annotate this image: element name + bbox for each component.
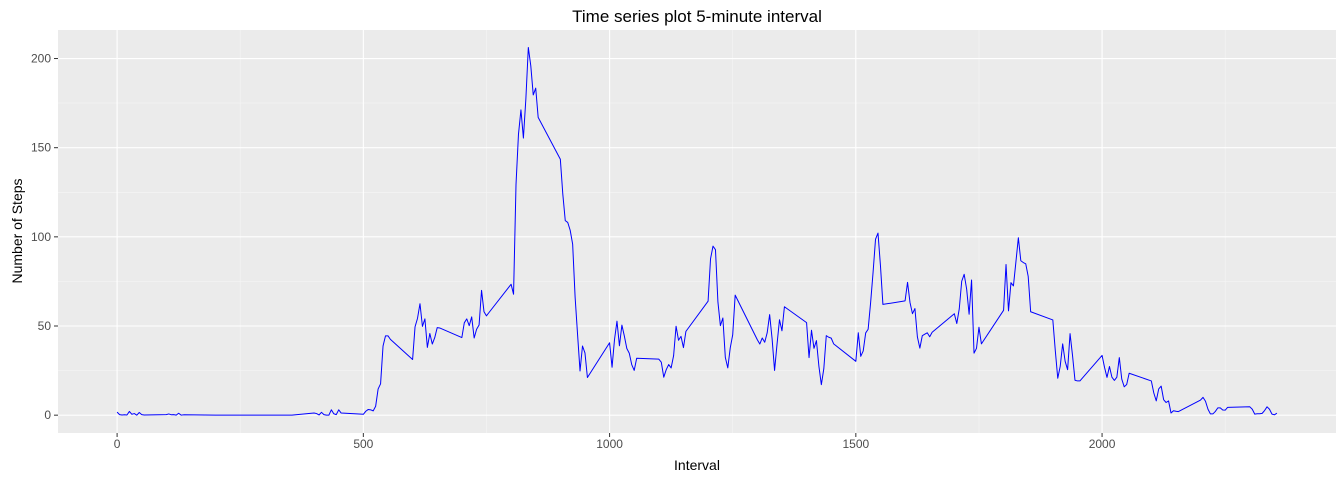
x-tick-label: 1000: [596, 437, 623, 451]
chart-title: Time series plot 5-minute interval: [572, 7, 822, 26]
x-axis-ticks: 0 500 1000 1500 2000: [114, 433, 1116, 451]
data-layer: [116, 46, 1278, 416]
y-tick-label: 150: [31, 141, 51, 155]
series-line: [116, 46, 1278, 416]
x-tick-label: 2000: [1089, 437, 1116, 451]
y-tick-label: 100: [31, 230, 51, 244]
y-tick-label: 200: [31, 52, 51, 66]
y-axis-title: Number of Steps: [9, 178, 25, 283]
y-axis-ticks: 0 50 100 150 200: [31, 52, 58, 422]
grid-major: [58, 30, 1336, 433]
x-tick-label: 500: [353, 437, 373, 451]
panel-background: [58, 30, 1336, 433]
y-tick-label: 0: [44, 408, 51, 422]
y-tick-label: 50: [38, 319, 52, 333]
grid-minor: [58, 30, 1336, 433]
x-tick-label: 0: [114, 437, 121, 451]
x-axis-title: Interval: [674, 457, 720, 473]
x-tick-label: 1500: [842, 437, 869, 451]
